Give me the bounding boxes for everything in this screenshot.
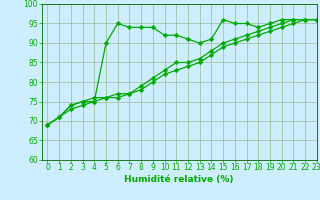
X-axis label: Humidité relative (%): Humidité relative (%): [124, 175, 234, 184]
